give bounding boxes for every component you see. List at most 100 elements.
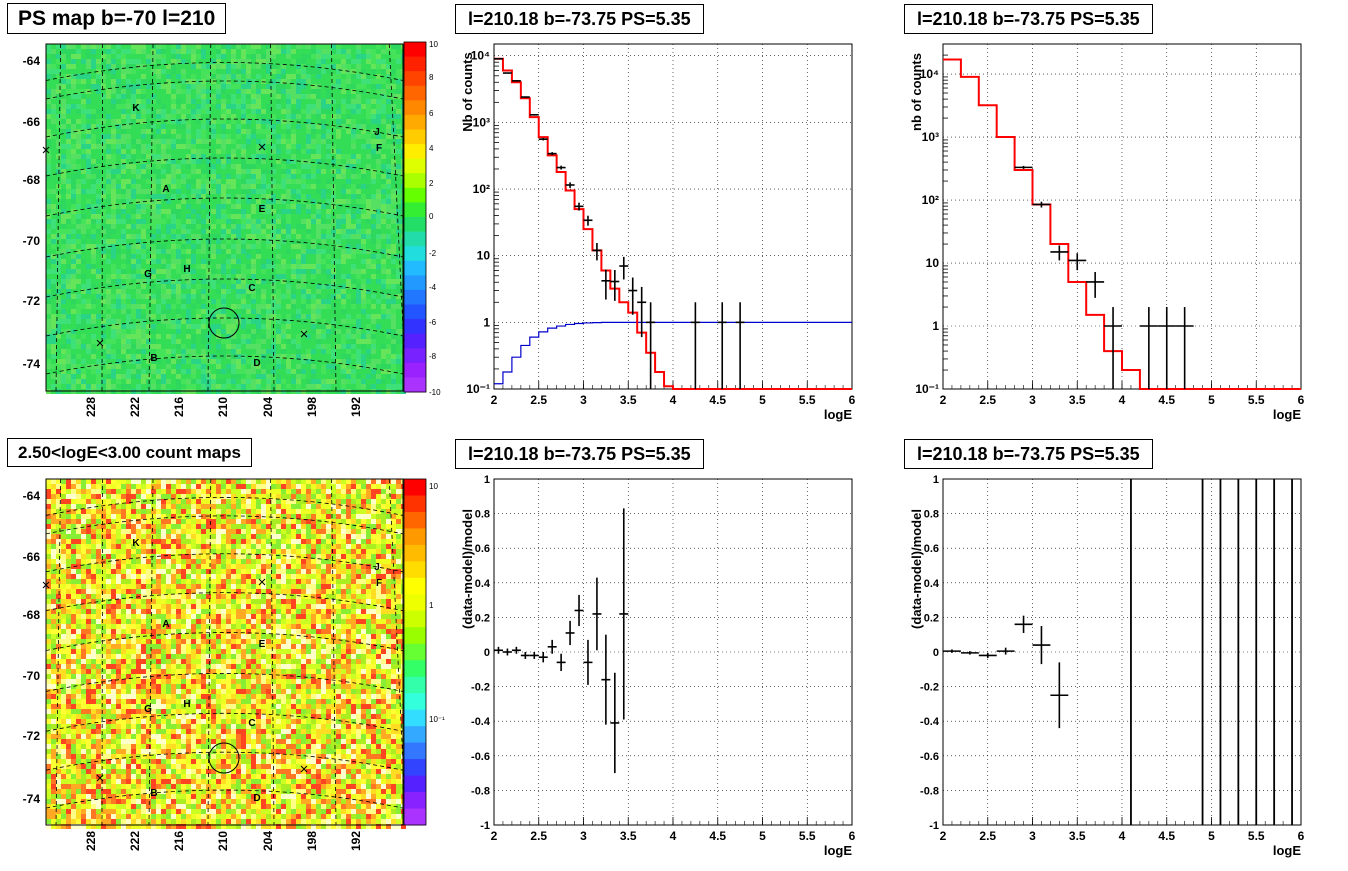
map-pixel [331,374,336,379]
map-pixel [156,69,161,74]
map-pixel [301,104,306,109]
map-pixel [381,114,386,119]
map-pixel [256,379,261,384]
map-pixel [326,204,331,209]
map-pixel [266,254,271,259]
map-pixel [141,74,146,79]
map-pixel [181,94,186,99]
map-pixel [51,319,56,324]
map-pixel [46,79,51,84]
map-pixel [176,329,181,334]
map-pixel [86,274,91,279]
map-pixel [261,309,266,314]
map-pixel [96,194,101,199]
map-pixel [256,319,261,324]
map-pixel [291,254,296,259]
map-pixel [236,349,241,354]
map-pixel [151,369,156,374]
map-pixel [231,89,236,94]
map-pixel [351,384,356,389]
map-pixel [391,379,396,384]
map-pixel [196,284,201,289]
map-pixel [111,274,116,279]
map-pixel [71,69,76,74]
map-pixel [326,269,331,274]
map-pixel [241,49,246,54]
map-pixel [246,239,251,244]
map-pixel [281,234,286,239]
map-pixel [161,134,166,139]
map-pixel [126,84,131,89]
map-pixel [251,194,256,199]
map-pixel [51,344,56,349]
map-pixel [251,279,256,284]
map-pixel [186,189,191,194]
map-pixel [316,189,321,194]
map-pixel [226,279,231,284]
map-pixel [301,374,306,379]
map-pixel [386,99,391,104]
map-pixel [76,64,81,69]
map-pixel [246,344,251,349]
map-pixel [371,254,376,259]
map-pixel [311,249,316,254]
map-pixel [56,119,61,124]
map-pixel [46,59,51,64]
map-pixel [176,89,181,94]
map-pixel [391,269,396,274]
map-pixel [241,274,246,279]
map-pixel [181,259,186,264]
map-pixel [316,114,321,119]
map-pixel [376,364,381,369]
map-pixel [56,254,61,259]
map-pixel [356,59,361,64]
map-pixel [216,354,221,359]
map-pixel [341,359,346,364]
map-pixel [161,304,166,309]
map-pixel [281,49,286,54]
map-pixel [356,324,361,329]
map-pixel [181,64,186,69]
map-pixel [226,209,231,214]
map-pixel [146,354,151,359]
map-pixel [296,94,301,99]
map-pixel [91,289,96,294]
map-pixel [371,79,376,84]
map-pixel [296,159,301,164]
map-pixel [171,179,176,184]
map-pixel [296,139,301,144]
map-pixel [171,369,176,374]
map-pixel [51,54,56,59]
map-pixel [186,104,191,109]
map-pixel [216,124,221,129]
map-pixel [251,54,256,59]
map-pixel [266,264,271,269]
map-pixel [381,254,386,259]
map-pixel [316,54,321,59]
map-pixel [106,114,111,119]
map-pixel [151,54,156,59]
map-pixel [276,74,281,79]
map-pixel [331,369,336,374]
map-pixel [176,119,181,124]
map-pixel [261,369,266,374]
map-pixel [186,334,191,339]
map-pixel [386,134,391,139]
map-pixel [266,174,271,179]
map-pixel [211,174,216,179]
map-pixel [331,119,336,124]
map-pixel [241,199,246,204]
map-pixel [136,304,141,309]
map-pixel [321,379,326,384]
map-pixel [81,324,86,329]
map-pixel [146,179,151,184]
map-pixel [61,154,66,159]
map-pixel [71,224,76,229]
map-pixel [306,184,311,189]
map-pixel [361,124,366,129]
map-pixel [236,374,241,379]
map-pixel [371,384,376,389]
map-pixel [286,224,291,229]
map-pixel [191,44,196,49]
map-pixel [316,374,321,379]
